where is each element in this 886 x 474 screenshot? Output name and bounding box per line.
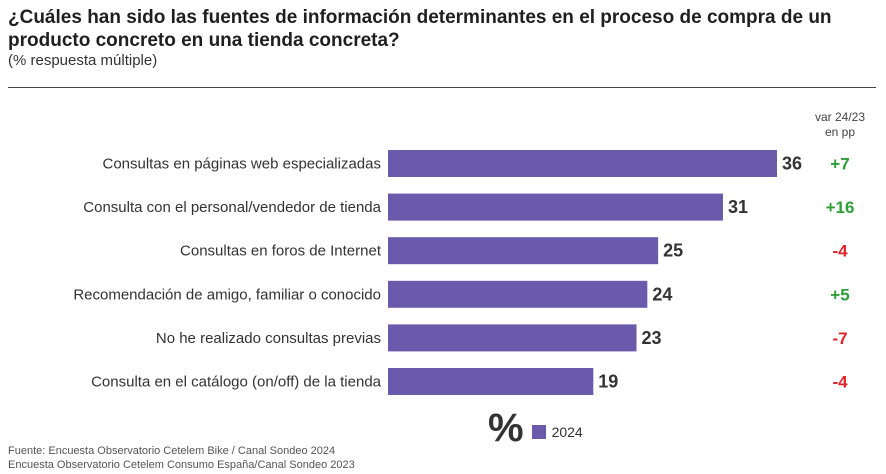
variation-header-line1: var 24/23 — [814, 110, 866, 124]
bar — [388, 280, 648, 308]
bar — [388, 150, 777, 177]
data-label: 36 — [782, 154, 802, 174]
category-label: Recomendación de amigo, familiar o conoc… — [73, 286, 381, 303]
bar — [388, 368, 594, 395]
data-label: 31 — [728, 197, 748, 217]
data-label: 23 — [642, 328, 662, 348]
source-line-1: Fuente: Encuesta Observatorio Cetelem Bi… — [8, 445, 336, 457]
source-line-2: Encuesta Observatorio Cetelem Consumo Es… — [8, 459, 355, 471]
legend-label: 2024 — [551, 424, 583, 440]
category-label: Consultas en foros de Internet — [180, 243, 382, 260]
category-label: Consultas en páginas web especializadas — [102, 156, 381, 173]
title-divider — [8, 87, 876, 88]
chart-subtitle: (% respuesta múltiple) — [8, 52, 158, 69]
variation-label: -4 — [832, 242, 848, 261]
bar — [388, 237, 659, 265]
source-note: Fuente: Encuesta Observatorio Cetelem Bi… — [8, 444, 355, 472]
variation-header-line2: en pp — [824, 125, 856, 139]
variation-label: +7 — [830, 155, 849, 174]
legend-swatch — [531, 425, 546, 439]
variation-column-header: var 24/23 en pp — [800, 110, 880, 140]
data-label: 19 — [598, 372, 618, 392]
data-label: 25 — [663, 241, 683, 261]
category-label: No he realizado consultas previas — [156, 330, 381, 347]
variation-label: -7 — [832, 329, 847, 348]
variation-label: +5 — [830, 285, 849, 304]
category-label: Consulta con el personal/vendedor de tie… — [83, 199, 381, 216]
category-label: Consulta en el catálogo (on/off) de la t… — [91, 374, 382, 391]
bar — [388, 193, 723, 221]
chart-title: ¿Cuáles han sido las fuentes de informac… — [8, 7, 832, 51]
variation-label: -4 — [832, 373, 848, 392]
legend-percent-symbol: % — [488, 406, 524, 450]
legend: % 2024 — [488, 406, 583, 450]
data-label: 24 — [652, 284, 672, 304]
variation-label: +16 — [826, 198, 855, 217]
bar — [388, 324, 637, 352]
